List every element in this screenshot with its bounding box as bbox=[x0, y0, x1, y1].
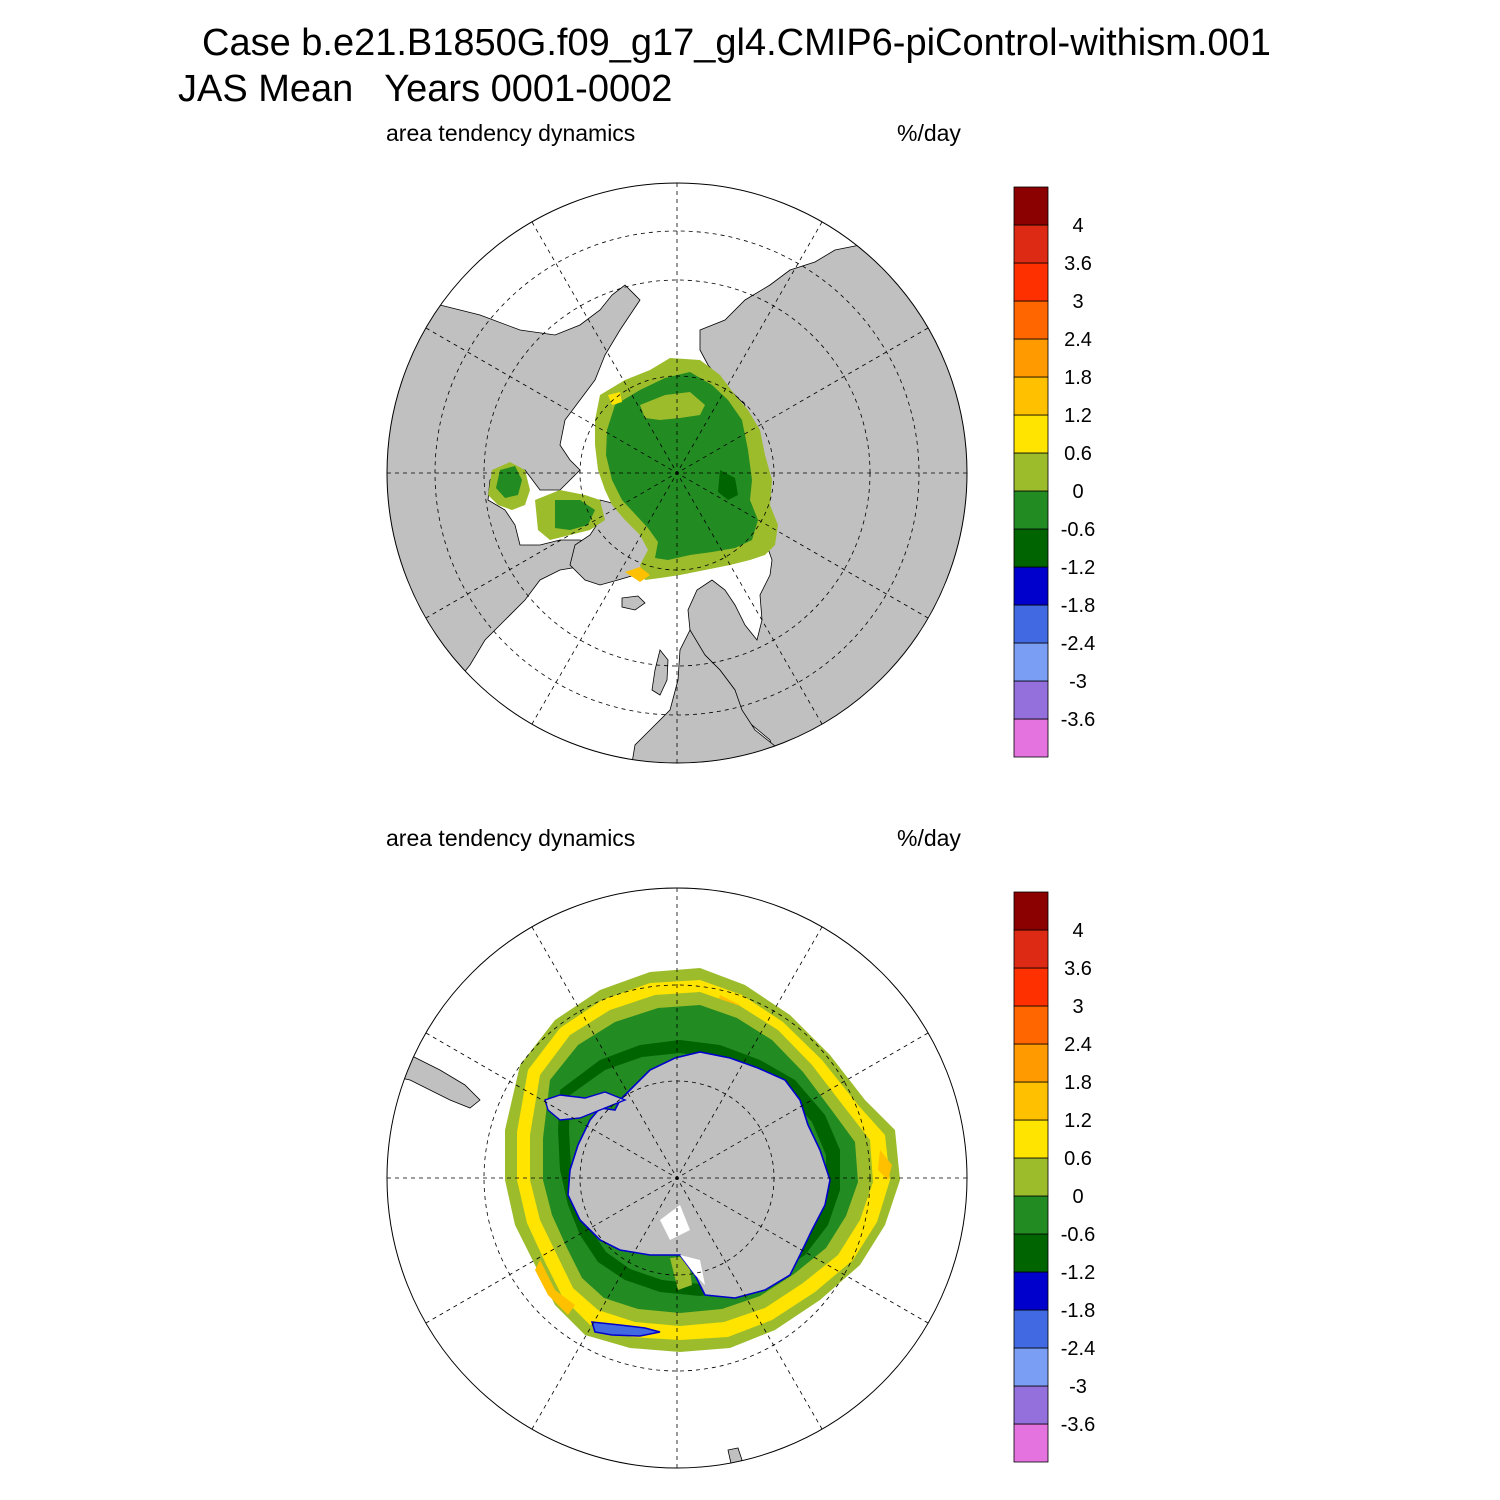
north-colorbar-tick-label: 4 bbox=[1072, 215, 1083, 237]
north-colorbar-tick-label: 3 bbox=[1072, 291, 1083, 313]
south-map-border bbox=[386, 887, 968, 1469]
south-colorbar-tick-label: -1.2 bbox=[1061, 1262, 1095, 1284]
south-colorbar-swatch-4 bbox=[1013, 1271, 1049, 1311]
north-ice-fram-orange bbox=[625, 567, 650, 582]
north-colorbar-tick-label: -3 bbox=[1069, 671, 1087, 693]
north-land-iceland bbox=[621, 595, 646, 611]
north-ice-light-green-streak bbox=[640, 392, 705, 420]
north-colorbar-swatch-4 bbox=[1013, 566, 1049, 606]
south-colorbar-swatch-8 bbox=[1013, 1119, 1049, 1159]
north-graticule bbox=[387, 183, 967, 763]
north-colorbar-swatch-14 bbox=[1013, 186, 1049, 226]
north-colorbar-tick-label: 3.6 bbox=[1064, 253, 1092, 275]
south-colorbar-tick-label: -3 bbox=[1069, 1376, 1087, 1398]
north-colorbar-swatch-1 bbox=[1013, 680, 1049, 720]
south-colorbar-swatch-1 bbox=[1013, 1385, 1049, 1425]
south-colorbar-tick-label: 0.6 bbox=[1064, 1148, 1092, 1170]
north-colorbar-swatch-3 bbox=[1013, 604, 1049, 644]
north-colorbar-tick-label: -0.6 bbox=[1061, 519, 1095, 541]
north-colorbar-swatch-7 bbox=[1013, 452, 1049, 492]
figure-title-season: JAS Mean Years 0001-0002 bbox=[178, 68, 673, 110]
north-colorbar: -3.6 -3 -2.4 -1.8 -1.2 -0.6 0 0.6 1.2 1.8 2.4 3 3.6 4 bbox=[1013, 186, 1095, 758]
figure-title-case: Case b.e21.B1850G.f09_g17_gl4.CMIP6-piCo… bbox=[202, 22, 1271, 64]
north-panel-units-label: %/day bbox=[897, 120, 961, 146]
north-colorbar-swatch-11 bbox=[1013, 300, 1049, 340]
south-colorbar-tick-label: 2.4 bbox=[1064, 1034, 1092, 1056]
north-land-north-america bbox=[387, 284, 641, 761]
north-land-europe bbox=[629, 629, 791, 763]
north-colorbar-tick-label: 0.6 bbox=[1064, 443, 1092, 465]
south-colorbar-swatch-0 bbox=[1013, 1423, 1049, 1463]
north-panel-left-label: area tendency dynamics bbox=[386, 120, 636, 146]
north-colorbar-tick-label: 2.4 bbox=[1064, 329, 1092, 351]
north-ice-dark-green-patch bbox=[718, 470, 738, 500]
south-panel-left-label: area tendency dynamics bbox=[386, 825, 636, 851]
north-colorbar-swatch-5 bbox=[1013, 528, 1049, 568]
north-map-border bbox=[386, 182, 968, 764]
south-colorbar-tick-label: -0.6 bbox=[1061, 1224, 1095, 1246]
north-colorbar-tick-label: -3.6 bbox=[1061, 709, 1095, 731]
south-colorbar-swatch-3 bbox=[1013, 1309, 1049, 1349]
north-polar-map bbox=[386, 182, 968, 764]
north-colorbar-tick-label: 1.8 bbox=[1064, 367, 1092, 389]
south-ice-blue-weddell bbox=[590, 1321, 661, 1337]
south-polar-map bbox=[386, 887, 968, 1469]
north-colorbar-swatch-6 bbox=[1013, 490, 1049, 530]
north-colorbar-swatch-9 bbox=[1013, 376, 1049, 416]
south-graticule bbox=[387, 888, 967, 1468]
north-ice-hudson-core bbox=[496, 466, 522, 498]
south-colorbar-swatch-10 bbox=[1013, 1043, 1049, 1083]
north-colorbar-tick-label: -2.4 bbox=[1061, 633, 1095, 655]
north-colorbar-swatch-8 bbox=[1013, 414, 1049, 454]
north-colorbar-tick-label: 0 bbox=[1072, 481, 1083, 503]
north-colorbar-swatch-10 bbox=[1013, 338, 1049, 378]
south-colorbar-swatch-13 bbox=[1013, 929, 1049, 969]
south-land-antarctica bbox=[567, 1051, 831, 1299]
south-panel-units-label: %/day bbox=[897, 825, 961, 851]
north-ice-green-core bbox=[606, 372, 758, 560]
south-colorbar-tick-label: 4 bbox=[1072, 920, 1083, 942]
south-colorbar-tick-label: 3.6 bbox=[1064, 958, 1092, 980]
south-colorbar-swatch-5 bbox=[1013, 1233, 1049, 1273]
north-colorbar-swatch-12 bbox=[1013, 262, 1049, 302]
north-ice-baffin-core bbox=[555, 500, 595, 530]
south-colorbar-tick-label: 0 bbox=[1072, 1186, 1083, 1208]
north-colorbar-swatch-0 bbox=[1013, 718, 1049, 758]
north-colorbar-swatch-2 bbox=[1013, 642, 1049, 682]
south-colorbar-swatch-11 bbox=[1013, 1005, 1049, 1045]
south-iceshelf-ross bbox=[680, 1255, 705, 1285]
south-colorbar: -3.6 -3 -2.4 -1.8 -1.2 -0.6 0 0.6 1.2 1.8 2.4 3 3.6 4 bbox=[1013, 891, 1095, 1463]
south-colorbar-tick-label: 3 bbox=[1072, 996, 1083, 1018]
south-colorbar-swatch-9 bbox=[1013, 1081, 1049, 1121]
north-colorbar-tick-label: 1.2 bbox=[1064, 405, 1092, 427]
south-colorbar-swatch-7 bbox=[1013, 1157, 1049, 1197]
south-colorbar-swatch-2 bbox=[1013, 1347, 1049, 1387]
south-colorbar-tick-label: -3.6 bbox=[1061, 1414, 1095, 1436]
north-colorbar-tick-label: -1.8 bbox=[1061, 595, 1095, 617]
south-colorbar-swatch-12 bbox=[1013, 967, 1049, 1007]
north-colorbar-tick-label: -1.2 bbox=[1061, 557, 1095, 579]
north-colorbar-swatch-13 bbox=[1013, 224, 1049, 264]
south-iceshelf-weddell bbox=[660, 1205, 690, 1240]
south-colorbar-swatch-14 bbox=[1013, 891, 1049, 931]
south-colorbar-tick-label: -1.8 bbox=[1061, 1300, 1095, 1322]
south-colorbar-tick-label: -2.4 bbox=[1061, 1338, 1095, 1360]
north-land-british-isles bbox=[651, 649, 669, 696]
south-colorbar-tick-label: 1.2 bbox=[1064, 1110, 1092, 1132]
south-colorbar-tick-label: 1.8 bbox=[1064, 1072, 1092, 1094]
south-colorbar-swatch-6 bbox=[1013, 1195, 1049, 1235]
